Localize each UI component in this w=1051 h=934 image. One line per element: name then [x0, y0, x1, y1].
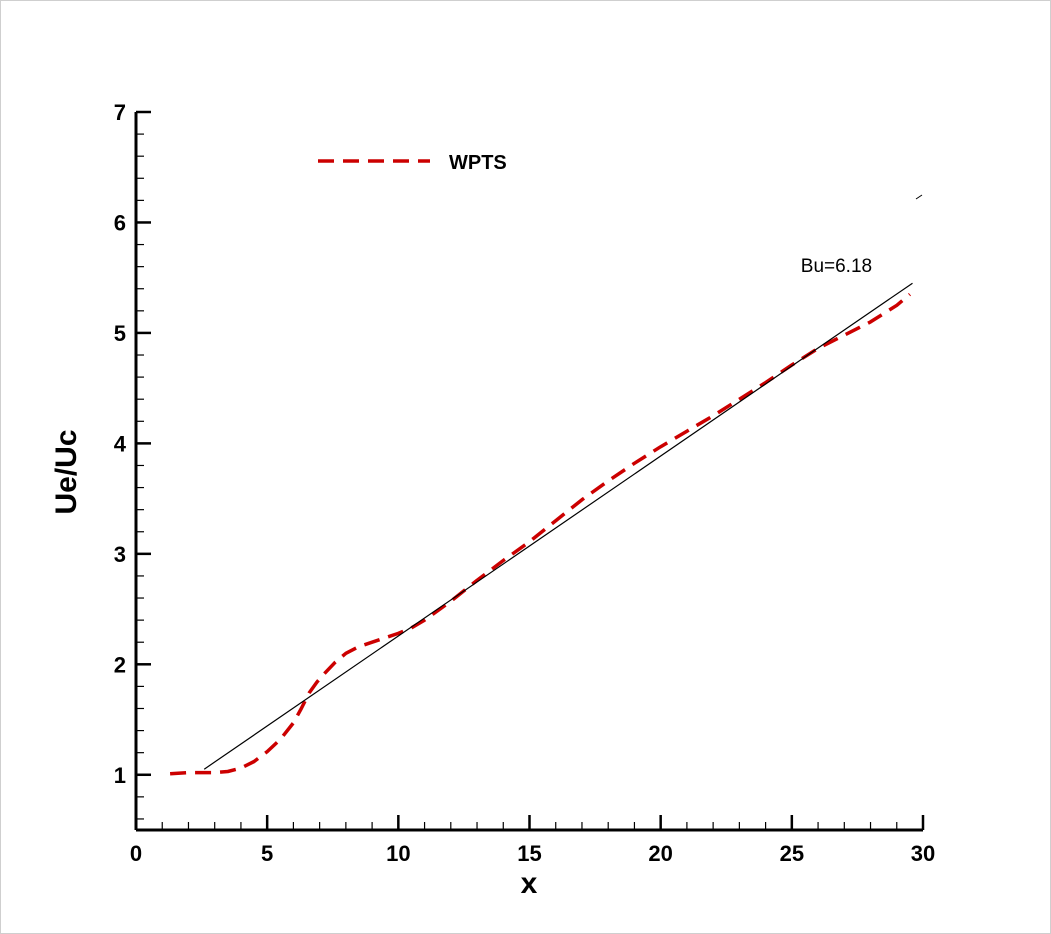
y-tick-label: 4 — [114, 431, 127, 456]
x-tick-label: 15 — [517, 841, 541, 866]
major-ticks — [134, 110, 925, 830]
annotation-layer: Bu=6.18 — [801, 194, 923, 277]
x-tick-label: 5 — [261, 841, 273, 866]
minor-ticks — [136, 133, 898, 830]
x-tick-label: 20 — [648, 841, 672, 866]
x-tick-labels: 0 5 10 15 20 25 30 — [130, 841, 935, 866]
legend-label-wpts: WPTS — [449, 152, 507, 174]
y-tick-label: 2 — [114, 652, 126, 677]
y-tick-label: 1 — [114, 763, 126, 788]
series-layer — [169, 282, 913, 776]
series-line-1 — [203, 282, 913, 770]
stray-mark — [915, 194, 923, 200]
series-line-wpts — [169, 292, 912, 776]
x-tick-label: 30 — [911, 841, 935, 866]
x-tick-label: 25 — [780, 841, 804, 866]
x-axis-title: x — [521, 867, 538, 900]
annotation-label: Bu=6.18 — [801, 256, 872, 277]
y-tick-label: 6 — [114, 210, 126, 235]
x-tick-label: 0 — [130, 841, 142, 866]
y-tick-label: 5 — [114, 321, 126, 346]
legend: WPTS — [318, 152, 507, 174]
y-axis-title: Ue/Uc — [50, 429, 83, 514]
x-tick-label: 10 — [386, 841, 410, 866]
y-tick-label: 3 — [114, 542, 126, 567]
y-tick-label: 7 — [114, 100, 126, 125]
y-tick-labels: 1 2 3 4 5 6 7 — [114, 100, 127, 788]
